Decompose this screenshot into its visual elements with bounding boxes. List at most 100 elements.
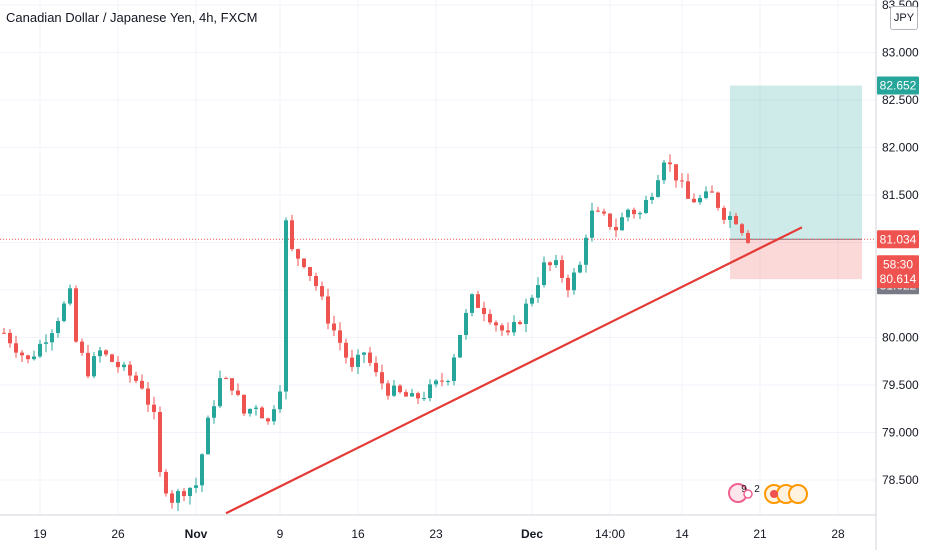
candle[interactable]: [68, 284, 72, 306]
stop-zone[interactable]: [730, 239, 862, 280]
candle[interactable]: [320, 281, 324, 301]
candle[interactable]: [656, 174, 660, 198]
candle[interactable]: [590, 202, 594, 242]
candle[interactable]: [368, 346, 372, 367]
candle[interactable]: [122, 361, 126, 371]
candle[interactable]: [374, 356, 378, 377]
candle[interactable]: [302, 258, 306, 269]
candle[interactable]: [584, 234, 588, 273]
candle[interactable]: [248, 408, 252, 417]
candle[interactable]: [458, 334, 462, 358]
candle[interactable]: [614, 218, 618, 238]
price-tick-label[interactable]: 78.500: [882, 473, 919, 487]
candle[interactable]: [482, 301, 486, 322]
dividend-event-icon[interactable]: [788, 484, 808, 504]
candle[interactable]: [662, 159, 666, 184]
candle[interactable]: [572, 268, 576, 295]
candle[interactable]: [242, 394, 246, 416]
candle[interactable]: [470, 293, 474, 317]
candle[interactable]: [380, 364, 384, 390]
candle[interactable]: [416, 391, 420, 404]
candle[interactable]: [350, 349, 354, 372]
candle[interactable]: [710, 185, 714, 193]
candle[interactable]: [56, 317, 60, 338]
candle[interactable]: [62, 301, 66, 323]
candle[interactable]: [566, 274, 570, 298]
candle[interactable]: [734, 212, 738, 225]
candle[interactable]: [128, 360, 132, 383]
candle[interactable]: [500, 323, 504, 336]
candle[interactable]: [344, 338, 348, 364]
candle[interactable]: [746, 230, 750, 244]
candle[interactable]: [14, 335, 18, 358]
candle[interactable]: [308, 266, 312, 282]
candle[interactable]: [698, 194, 702, 205]
time-tick-label[interactable]: 14: [675, 527, 689, 541]
candle[interactable]: [194, 477, 198, 493]
time-tick-label[interactable]: 21: [753, 527, 767, 541]
candle[interactable]: [524, 298, 528, 333]
price-tick-label[interactable]: 82.000: [882, 141, 919, 155]
price-tick-label[interactable]: 79.500: [882, 378, 919, 392]
time-tick-label[interactable]: 16: [351, 527, 365, 541]
price-tick-label[interactable]: 79.000: [882, 426, 919, 440]
candle[interactable]: [410, 388, 414, 397]
candle[interactable]: [716, 191, 720, 211]
candle[interactable]: [728, 211, 732, 228]
candle[interactable]: [284, 217, 288, 400]
candle[interactable]: [554, 254, 558, 268]
candle[interactable]: [116, 356, 120, 373]
candle[interactable]: [218, 370, 222, 409]
candle[interactable]: [392, 379, 396, 398]
time-tick-label[interactable]: 28: [831, 527, 845, 541]
candle[interactable]: [200, 453, 204, 493]
candle[interactable]: [80, 338, 84, 356]
candle[interactable]: [158, 406, 162, 477]
candle[interactable]: [704, 186, 708, 200]
candle[interactable]: [386, 380, 390, 400]
candle[interactable]: [50, 329, 54, 351]
candle[interactable]: [422, 391, 426, 401]
candle[interactable]: [722, 205, 726, 225]
candle[interactable]: [92, 352, 96, 379]
candle[interactable]: [8, 329, 12, 348]
candle[interactable]: [152, 396, 156, 420]
time-tick-label[interactable]: 19: [33, 527, 47, 541]
candle[interactable]: [272, 405, 276, 425]
price-tick-label[interactable]: 81.500: [882, 188, 919, 202]
candle[interactable]: [404, 389, 408, 397]
candle[interactable]: [434, 379, 438, 388]
candle[interactable]: [20, 350, 24, 362]
candle[interactable]: [182, 488, 186, 502]
candle[interactable]: [104, 349, 108, 357]
candle[interactable]: [488, 309, 492, 325]
candle[interactable]: [476, 290, 480, 309]
candle[interactable]: [560, 255, 564, 283]
candle[interactable]: [464, 309, 468, 340]
candle[interactable]: [326, 288, 330, 330]
price-tick-label[interactable]: 80.000: [882, 331, 919, 345]
candle[interactable]: [362, 351, 366, 364]
candle[interactable]: [338, 322, 342, 351]
candle[interactable]: [692, 193, 696, 203]
candle[interactable]: [356, 349, 360, 375]
trend-line-layer[interactable]: [225, 226, 803, 515]
candle[interactable]: [176, 488, 180, 511]
time-tick-label[interactable]: Nov: [185, 527, 208, 541]
candle[interactable]: [686, 173, 690, 199]
currency-badge[interactable]: JPY: [890, 6, 918, 30]
candle[interactable]: [602, 208, 606, 216]
candle[interactable]: [98, 346, 102, 363]
candle[interactable]: [86, 344, 90, 379]
price-tick-label[interactable]: 82.500: [882, 93, 919, 107]
candle[interactable]: [236, 383, 240, 397]
position-zone-layer[interactable]: [730, 85, 862, 280]
candle[interactable]: [638, 211, 642, 220]
candle[interactable]: [596, 206, 600, 213]
candle[interactable]: [536, 277, 540, 304]
candle[interactable]: [452, 354, 456, 386]
candle[interactable]: [26, 354, 30, 364]
candle[interactable]: [740, 222, 744, 236]
candle[interactable]: [608, 213, 612, 230]
